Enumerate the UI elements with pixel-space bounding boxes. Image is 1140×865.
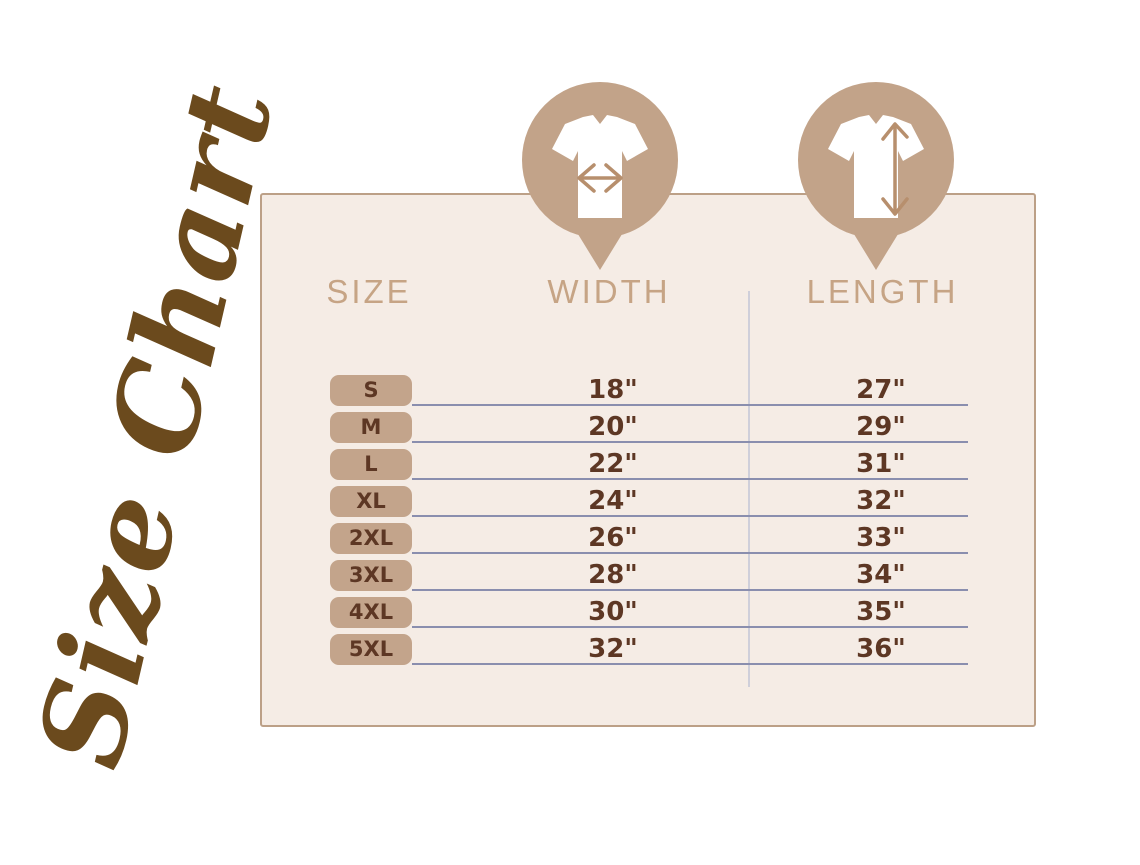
size-badge: XL: [330, 486, 412, 517]
tshirt-shape: [828, 115, 924, 218]
table-row: S 18" 27": [262, 375, 1034, 406]
width-value: 26": [588, 523, 638, 553]
row-underline: [412, 441, 968, 443]
size-badge: S: [330, 375, 412, 406]
tshirt-shape: [552, 115, 648, 218]
length-value: 33": [856, 523, 906, 553]
table-row: XL 24" 32": [262, 486, 1034, 517]
row-underline: [412, 552, 968, 554]
row-underline: [412, 404, 968, 406]
tshirt-length-measure-icon: [798, 82, 954, 270]
size-chart-panel: SIZE WIDTH LENGTH S 18" 27" M 20" 29" L …: [260, 193, 1036, 727]
width-arrow-icon: [577, 163, 623, 193]
width-value: 22": [588, 449, 638, 479]
width-value: 24": [588, 486, 638, 516]
width-value: 32": [588, 634, 638, 664]
size-badge: 3XL: [330, 560, 412, 591]
length-arrow-icon: [881, 122, 909, 216]
table-row: L 22" 31": [262, 449, 1034, 480]
header-size: SIZE: [326, 273, 412, 310]
length-value: 31": [856, 449, 906, 479]
size-badge: 2XL: [330, 523, 412, 554]
length-value: 27": [856, 375, 906, 405]
row-underline: [412, 478, 968, 480]
table-row: 5XL 32" 36": [262, 634, 1034, 665]
header-width: WIDTH: [547, 273, 671, 310]
width-value: 18": [588, 375, 638, 405]
size-badge: L: [330, 449, 412, 480]
length-value: 35": [856, 597, 906, 627]
table-header-row: SIZE WIDTH LENGTH: [262, 271, 1034, 313]
row-underline: [412, 626, 968, 628]
row-underline: [412, 663, 968, 665]
width-value: 30": [588, 597, 638, 627]
table-row: 3XL 28" 34": [262, 560, 1034, 591]
header-length: LENGTH: [806, 273, 959, 310]
size-badge: 5XL: [330, 634, 412, 665]
length-value: 29": [856, 412, 906, 442]
size-badge: M: [330, 412, 412, 443]
row-underline: [412, 589, 968, 591]
length-value: 32": [856, 486, 906, 516]
size-badge: 4XL: [330, 597, 412, 628]
pin-tail: [849, 226, 903, 270]
table-row: 4XL 30" 35": [262, 597, 1034, 628]
table-row: 2XL 26" 33": [262, 523, 1034, 554]
table-row: M 20" 29": [262, 412, 1034, 443]
column-divider: [748, 291, 750, 687]
length-value: 34": [856, 560, 906, 590]
tshirt-width-measure-icon: [522, 82, 678, 270]
row-underline: [412, 515, 968, 517]
length-value: 36": [856, 634, 906, 664]
pin-tail: [573, 226, 627, 270]
width-value: 20": [588, 412, 638, 442]
size-table: S 18" 27" M 20" 29" L 22" 31" XL 24" 32"…: [262, 375, 1034, 671]
width-value: 28": [588, 560, 638, 590]
